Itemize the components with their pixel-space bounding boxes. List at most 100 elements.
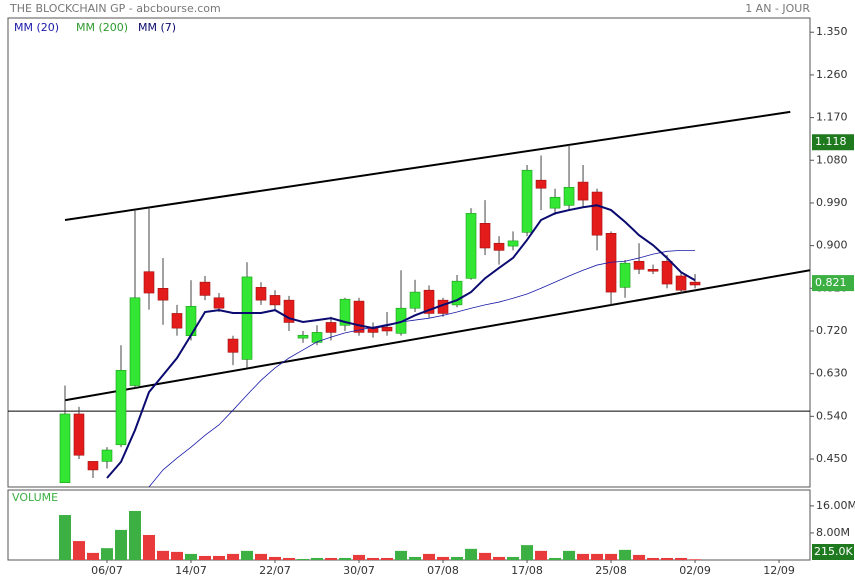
candle-body: [605, 232, 617, 293]
candle-body: [87, 461, 99, 471]
candle-body: [101, 449, 113, 462]
volume-bar: [283, 557, 296, 560]
x-tick-label: 06/07: [91, 564, 123, 577]
candle-body: [171, 313, 183, 329]
y-tick-label: 1.350: [816, 25, 848, 38]
candle-body: [269, 295, 281, 306]
volume-bar: [184, 553, 197, 560]
candle-body: [241, 276, 253, 360]
y-tick-label: 0.630: [816, 367, 848, 380]
x-tick-label: 25/08: [595, 564, 627, 577]
volume-bar: [549, 557, 562, 560]
volume-bar: [465, 548, 478, 560]
x-tick-label: 30/07: [343, 564, 375, 577]
volume-panel: [7, 489, 811, 561]
chart-subtitle: 1 AN - JOUR: [745, 2, 810, 15]
volume-bar: [521, 545, 534, 560]
volume-bar: [255, 553, 268, 560]
volume-bar: [311, 557, 324, 560]
candle-body: [493, 242, 505, 251]
volume-bar: [353, 554, 366, 560]
volume-bar: [325, 557, 338, 560]
candle-body: [297, 334, 309, 339]
candle-body: [157, 288, 169, 301]
x-tick-label: 02/09: [679, 564, 711, 577]
volume-bar: [605, 553, 618, 560]
candle-body: [633, 260, 645, 270]
volume-bar: [689, 559, 702, 560]
volume-bar: [297, 558, 310, 560]
y-tick-label: 1.170: [816, 111, 848, 124]
volume-bar: [647, 557, 660, 560]
volume-bar: [100, 548, 113, 560]
candle-body: [591, 191, 603, 236]
x-tick-label: 22/07: [259, 564, 291, 577]
volume-bar: [675, 557, 688, 560]
price-marker-label: 0.821: [815, 276, 847, 289]
y-tick-label: 1.080: [816, 153, 848, 166]
volume-bar: [269, 556, 282, 560]
volume-bar: [633, 554, 646, 560]
volume-bar: [507, 556, 520, 560]
candle-body: [563, 186, 575, 206]
volume-bar: [156, 550, 169, 560]
volume-bar: [479, 552, 492, 560]
candle-body: [661, 260, 673, 285]
candle-body: [59, 413, 71, 484]
candle-body: [255, 287, 267, 301]
candle-body: [339, 298, 351, 326]
candle-body: [549, 196, 561, 209]
legend-label: MM (20): [14, 21, 59, 34]
volume-bar: [86, 552, 99, 560]
volume-bar: [170, 551, 183, 560]
volume-title: VOLUME: [12, 491, 58, 504]
y-tick-label: 0.720: [816, 324, 848, 337]
volume-bar: [142, 534, 155, 560]
candle-body: [115, 370, 127, 446]
volume-bar: [381, 557, 394, 560]
volume-tick-label: 8.00M: [816, 526, 850, 539]
candle-body: [283, 299, 295, 323]
moving-average: [106, 204, 696, 479]
volume-bar: [563, 550, 576, 560]
volume-bar: [437, 556, 450, 560]
candle-body: [451, 280, 463, 306]
plot-area: [8, 110, 810, 487]
volume-bar: [577, 553, 590, 560]
candle-body: [381, 326, 393, 332]
moving-average: [148, 249, 696, 487]
legend-label: MM (7): [138, 21, 176, 34]
trend-line: [64, 269, 810, 402]
candle-body: [395, 307, 407, 334]
volume-bar: [198, 555, 211, 560]
candle-body: [199, 281, 211, 296]
candle-body: [213, 297, 225, 309]
volume-bar: [58, 515, 71, 560]
candle-body: [675, 275, 687, 291]
candle-body: [353, 300, 365, 333]
x-tick-label: 17/08: [511, 564, 543, 577]
candle-body: [325, 322, 337, 333]
candle-body: [311, 332, 323, 343]
volume-bar: [661, 557, 674, 560]
volume-bar: [451, 556, 464, 560]
candle-body: [143, 271, 155, 294]
trend-line: [64, 110, 791, 222]
x-tick-label: 07/08: [427, 564, 459, 577]
volume-bar: [619, 549, 632, 560]
volume-marker-box: [812, 544, 854, 560]
volume-bar: [227, 553, 240, 560]
candle-body: [479, 223, 491, 249]
y-tick-label: 0.990: [816, 196, 848, 209]
candle-body: [507, 240, 519, 247]
y-tick-label: 0.540: [816, 409, 848, 422]
candle-body: [423, 289, 435, 314]
volume-bar: [213, 555, 226, 560]
price-panel: [7, 17, 811, 488]
volume-bar: [535, 550, 548, 560]
price-marker-box: [812, 134, 854, 151]
price-marker-label: 1.118: [815, 135, 847, 148]
volume-bar: [339, 557, 352, 560]
candle-body: [619, 262, 631, 288]
